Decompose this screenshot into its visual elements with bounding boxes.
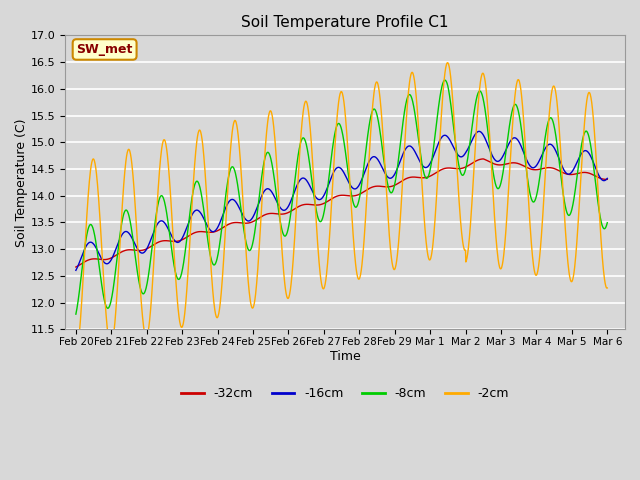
-2cm (135, 259, 143, 265)
Legend: -32cm, -16cm, -8cm, -2cm: -32cm, -16cm, -8cm, -2cm (176, 383, 514, 406)
-32cm (113, 252, 121, 257)
Text: SW_met: SW_met (76, 43, 133, 56)
Line: -8cm: -8cm (76, 80, 607, 314)
-32cm (318, 201, 326, 207)
Line: -32cm: -32cm (76, 159, 607, 267)
-8cm (604, 220, 611, 226)
-16cm (298, 176, 305, 181)
-16cm (72, 267, 80, 273)
-32cm (298, 203, 305, 208)
-8cm (318, 217, 326, 223)
-16cm (308, 188, 316, 194)
-8cm (374, 118, 382, 124)
-8cm (441, 77, 449, 83)
-8cm (72, 311, 80, 317)
-2cm (444, 60, 451, 66)
Title: Soil Temperature Profile C1: Soil Temperature Profile C1 (241, 15, 449, 30)
Line: -16cm: -16cm (76, 132, 607, 270)
-16cm (604, 176, 611, 181)
-16cm (135, 248, 143, 253)
-2cm (604, 285, 611, 291)
-8cm (113, 256, 121, 262)
-2cm (374, 83, 382, 88)
X-axis label: Time: Time (330, 350, 360, 363)
-32cm (374, 183, 382, 189)
-2cm (318, 283, 326, 288)
-16cm (374, 157, 382, 163)
-2cm (298, 128, 305, 133)
Line: -2cm: -2cm (76, 63, 607, 335)
-32cm (604, 177, 611, 182)
-16cm (475, 129, 483, 134)
-8cm (298, 137, 305, 143)
-2cm (72, 332, 80, 337)
-32cm (308, 202, 316, 208)
-16cm (318, 195, 326, 201)
-8cm (308, 181, 316, 187)
-8cm (135, 277, 143, 283)
-32cm (479, 156, 487, 162)
-2cm (113, 291, 121, 297)
-2cm (308, 155, 316, 161)
Y-axis label: Soil Temperature (C): Soil Temperature (C) (15, 118, 28, 247)
-32cm (72, 264, 80, 270)
-16cm (113, 243, 121, 249)
-32cm (135, 248, 143, 253)
